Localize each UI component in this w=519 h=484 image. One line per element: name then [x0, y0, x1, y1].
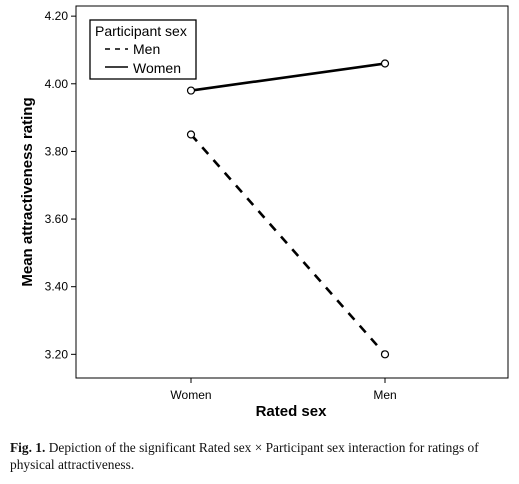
- data-point-women: [380, 59, 390, 68]
- figure-caption: Fig. 1. Depiction of the significant Rat…: [10, 439, 510, 473]
- y-tick-label: 4.20: [45, 9, 69, 23]
- x-axis-title: Rated sex: [256, 403, 328, 420]
- series-line-women: [190, 62, 386, 92]
- data-point-women: [186, 86, 196, 95]
- legend-label-women: Women: [133, 60, 181, 76]
- y-tick-label: 3.20: [45, 347, 69, 361]
- data-point-men: [186, 130, 196, 139]
- caption-label: Fig. 1.: [10, 440, 46, 455]
- y-tick-label: 3.80: [45, 144, 69, 158]
- legend-label-men: Men: [133, 41, 160, 57]
- legend-title: Participant sex: [95, 23, 187, 39]
- caption-text: Depiction of the significant Rated sex ×…: [10, 440, 479, 472]
- data-point-men: [380, 350, 390, 359]
- series-layer: [186, 59, 390, 359]
- x-tick-label: Women: [170, 388, 211, 402]
- interaction-line-chart: 3.20 3.40 3.60 3.80 4.00 4.20 Women Men Mean a…: [19, 5, 509, 420]
- plot-area-frame: [75, 5, 509, 379]
- x-tick-label: Men: [373, 388, 396, 402]
- y-axis: 3.20 3.40 3.60 3.80 4.00 4.20: [45, 9, 76, 361]
- y-axis-title: Mean attractiveness rating: [19, 97, 36, 286]
- series-line-men: [190, 133, 386, 356]
- y-tick-label: 3.40: [45, 280, 69, 294]
- legend: Participant sex Men Women: [89, 19, 197, 80]
- y-tick-label: 4.00: [45, 77, 69, 91]
- y-tick-label: 3.60: [45, 212, 69, 226]
- x-axis: Women Men: [170, 378, 397, 402]
